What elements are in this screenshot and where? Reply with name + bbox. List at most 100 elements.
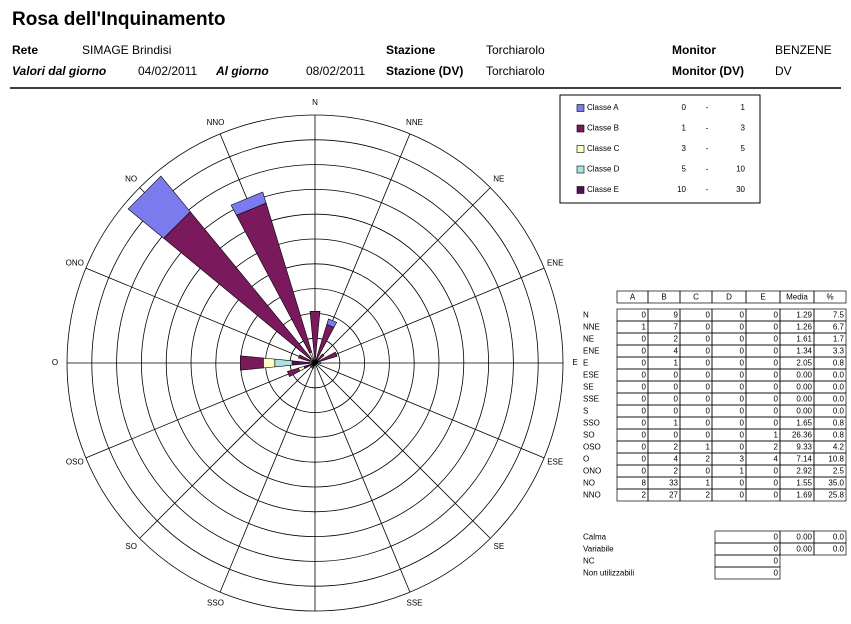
media-cell: 1.65 — [796, 419, 812, 428]
media-cell: 1.61 — [796, 335, 812, 344]
count-cell: 0 — [706, 431, 711, 440]
count-cell: 0 — [774, 383, 779, 392]
direction-label: ENE — [547, 259, 563, 268]
legend-to: 30 — [736, 185, 745, 194]
value: SIMAGE Brindisi — [82, 43, 171, 57]
legend-name: Classe C — [587, 144, 620, 153]
direction-label: NE — [493, 174, 504, 183]
spoke — [314, 362, 411, 593]
legend-name: Classe D — [587, 165, 620, 174]
cell — [714, 542, 781, 556]
direction-label: OSO — [66, 458, 84, 467]
count-cell: 0 — [740, 383, 745, 392]
count-cell: 1 — [674, 359, 679, 368]
media-cell: 2.05 — [796, 359, 812, 368]
count-cell: 4 — [674, 455, 679, 464]
count-cell: 1 — [642, 323, 647, 332]
legend-swatch — [576, 186, 585, 194]
rose-wedge — [127, 175, 191, 239]
count-cell: 0 — [706, 419, 711, 428]
value: DV — [775, 64, 792, 78]
media-cell: 0.00 — [796, 545, 812, 554]
count-cell: 0 — [740, 371, 745, 380]
column-header: D — [726, 293, 732, 302]
spoke — [314, 362, 545, 459]
legend-to: 1 — [741, 103, 746, 112]
count-cell: 0 — [706, 311, 711, 320]
count-cell: 0 — [642, 407, 647, 416]
pct-cell: 0.0 — [833, 383, 845, 392]
legend-from: 10 — [677, 185, 686, 194]
count-cell: 0 — [740, 335, 745, 344]
count-cell: 0 — [642, 335, 647, 344]
pct-cell: 35.0 — [828, 479, 844, 488]
media-cell: 7.14 — [796, 455, 812, 464]
row-label: NNE — [583, 323, 600, 332]
count-cell: 0 — [774, 545, 779, 554]
legend-to: 10 — [736, 165, 745, 174]
legend-from: 1 — [682, 124, 687, 133]
count-cell: 27 — [669, 491, 678, 500]
value: Torchiarolo — [486, 43, 545, 57]
count-cell: 2 — [674, 335, 679, 344]
row-label: E — [583, 359, 588, 368]
pct-cell: 10.8 — [828, 455, 844, 464]
media-cell: 1.55 — [796, 479, 812, 488]
count-cell: 2 — [674, 443, 679, 452]
label: Monitor — [672, 43, 716, 57]
pct-cell: 0.0 — [833, 545, 845, 554]
column-header: A — [630, 293, 636, 302]
direction-label: SO — [125, 542, 137, 551]
count-cell: 0 — [706, 467, 711, 476]
rose-wedge — [263, 357, 276, 369]
count-cell: 1 — [740, 467, 745, 476]
column-header: % — [826, 293, 833, 302]
media-cell: 2.92 — [796, 467, 812, 476]
legend-swatch — [576, 104, 585, 112]
row-label: NO — [583, 479, 595, 488]
legend-from: 3 — [682, 144, 687, 153]
row-label: ONO — [583, 467, 601, 476]
column-header: E — [760, 293, 765, 302]
rose-wedge — [311, 362, 316, 369]
direction-label: SSE — [406, 598, 422, 607]
spoke — [314, 267, 545, 364]
direction-label: ONO — [66, 259, 84, 268]
value: Torchiarolo — [486, 64, 545, 78]
count-cell: 1 — [706, 443, 711, 452]
direction-label: NO — [125, 174, 137, 183]
rose-wedge — [309, 311, 321, 364]
count-cell: 2 — [674, 467, 679, 476]
row-label: SSE — [583, 395, 599, 404]
label: Rete — [12, 43, 38, 57]
count-cell: 0 — [706, 407, 711, 416]
count-cell: 0 — [706, 383, 711, 392]
direction-label: NNE — [406, 118, 423, 127]
count-cell: 0 — [642, 311, 647, 320]
column-header: C — [693, 293, 699, 302]
legend-swatch — [576, 124, 585, 133]
spoke — [314, 187, 491, 364]
spoke — [85, 362, 316, 459]
count-cell: 2 — [706, 455, 711, 464]
row-label: O — [583, 455, 589, 464]
count-cell: 0 — [774, 479, 779, 488]
count-cell: 0 — [774, 347, 779, 356]
count-cell: 0 — [674, 407, 679, 416]
count-cell: 0 — [740, 491, 745, 500]
count-cell: 0 — [706, 395, 711, 404]
count-cell: 0 — [706, 335, 711, 344]
count-cell: 0 — [774, 419, 779, 428]
row-label: SO — [583, 431, 595, 440]
count-cell: 4 — [674, 347, 679, 356]
direction-label: SSO — [207, 598, 224, 607]
column-header: Media — [786, 293, 808, 302]
rose-wedge — [298, 354, 311, 362]
count-cell: 0 — [674, 383, 679, 392]
legend-box — [559, 94, 761, 204]
spoke — [85, 267, 316, 364]
pct-cell: 0.8 — [833, 359, 845, 368]
legend-to: 3 — [741, 124, 746, 133]
rose-wedge — [310, 362, 316, 368]
count-cell: 0 — [740, 443, 745, 452]
